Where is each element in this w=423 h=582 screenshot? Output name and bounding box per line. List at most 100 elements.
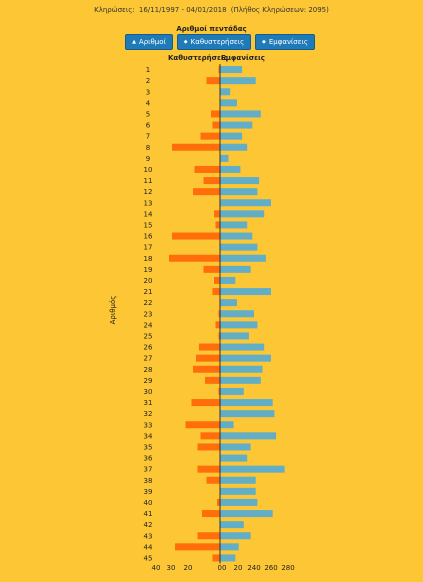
category-label: 44	[144, 543, 153, 551]
delay-bar	[191, 399, 220, 407]
category-label: 15	[144, 221, 153, 229]
appearance-bar	[220, 299, 237, 307]
category-label: 16	[144, 233, 153, 241]
appearance-bar	[220, 66, 243, 74]
category-label: 45	[144, 554, 153, 562]
appearance-bar	[220, 432, 277, 440]
delay-bar	[200, 132, 220, 140]
delay-bar	[200, 432, 220, 440]
sort-toggle-icon: ◆	[262, 39, 266, 45]
category-label: 37	[144, 466, 153, 474]
delay-bar	[218, 387, 220, 395]
delay-bar	[217, 498, 220, 506]
category-label: 34	[144, 432, 153, 440]
appearance-bar	[220, 521, 244, 529]
delay-bar	[212, 554, 220, 562]
delay-bar	[197, 443, 220, 451]
appearance-bar	[220, 321, 258, 329]
delay-bar	[205, 376, 220, 384]
category-label: 4	[146, 99, 151, 107]
appearance-bar	[220, 188, 258, 196]
category-label: 24	[144, 321, 153, 329]
appearance-bar	[220, 354, 271, 362]
category-label: 22	[144, 299, 153, 307]
x-tick-label: 00	[218, 564, 227, 572]
delay-bar	[206, 476, 220, 484]
delay-bar	[203, 265, 220, 273]
delay-bar	[175, 543, 220, 551]
appearance-bar	[220, 232, 253, 240]
appearance-bar	[220, 132, 243, 140]
category-label: 20	[144, 277, 153, 285]
delay-bar	[172, 143, 220, 151]
appearance-bar	[220, 210, 265, 218]
appearance-bar	[220, 288, 271, 296]
delay-bar	[206, 77, 220, 85]
appearance-bar	[220, 221, 248, 229]
appearance-bar	[220, 365, 263, 373]
x-tick-label: 260	[264, 564, 277, 572]
category-label: 31	[144, 399, 153, 407]
chart-subtitle: Αριθμοί πεντάδας	[176, 25, 247, 33]
draw-info: Κληρώσεις: 16/11/1997 - 04/01/2018 (Πλήθ…	[0, 6, 423, 14]
category-label: 27	[144, 355, 153, 363]
category-label: 18	[144, 255, 153, 263]
category-label: 42	[144, 521, 153, 529]
category-label: 3	[146, 88, 150, 96]
appearance-bar	[220, 265, 251, 273]
category-label: 11	[144, 177, 153, 185]
appearance-bar	[220, 554, 236, 562]
appearance-bar	[220, 399, 273, 407]
delay-bar	[214, 210, 220, 218]
sort-up-icon: ▲	[132, 39, 136, 45]
draw-count: (Πλήθος Κληρώσεων: 2095)	[230, 6, 329, 14]
appearance-bar	[220, 498, 258, 506]
category-label: 26	[144, 344, 153, 352]
appearances-column-header: Εμφανίσεις	[221, 54, 265, 62]
delay-bar	[211, 110, 220, 118]
appearance-bar	[220, 443, 251, 451]
category-label: 28	[144, 366, 153, 374]
y-axis-label: Αριθμός	[109, 296, 117, 325]
sort-by-number-label: Αριθμοί	[138, 38, 166, 46]
category-label: 7	[146, 133, 150, 141]
appearance-bar	[220, 99, 237, 107]
category-label: 10	[144, 166, 153, 174]
category-label: 41	[144, 510, 153, 518]
delay-bar	[193, 365, 220, 373]
category-label: 25	[144, 332, 153, 340]
delay-bar	[203, 177, 220, 185]
category-label: 19	[144, 266, 153, 274]
x-tick-label: 20	[184, 564, 193, 572]
delay-bar	[169, 254, 220, 262]
category-label: 36	[144, 455, 153, 463]
sort-by-delays-button[interactable]: ◆ Καθυστερήσεις	[177, 34, 251, 50]
appearance-bar	[220, 454, 248, 462]
appearance-bar	[220, 387, 244, 395]
category-label: 43	[144, 532, 153, 540]
category-label: 40	[144, 499, 153, 507]
sort-by-number-button[interactable]: ▲ Αριθμοί	[125, 34, 173, 50]
appearance-bar	[220, 465, 285, 473]
appearance-bar	[220, 532, 251, 540]
appearance-bar	[220, 332, 249, 340]
delay-bar	[199, 343, 220, 351]
delay-bar	[218, 310, 220, 318]
sort-button-bar: ▲ Αριθμοί ◆ Καθυστερήσεις ◆ Εμφανίσεις	[0, 34, 423, 51]
appearance-bar	[220, 110, 261, 118]
delay-bar	[215, 321, 220, 329]
delay-bar	[202, 510, 220, 518]
x-tick-label: 240	[247, 564, 260, 572]
appearance-bar	[220, 88, 231, 96]
delay-bar	[215, 221, 220, 229]
category-label: 21	[144, 288, 153, 296]
category-label: 5	[146, 110, 150, 118]
appearance-bar	[220, 143, 248, 151]
delay-bar	[218, 332, 220, 340]
appearance-bar	[220, 343, 265, 351]
category-label: 32	[144, 410, 153, 418]
sort-by-appearances-button[interactable]: ◆ Εμφανίσεις	[255, 34, 315, 50]
x-tick-label: 40	[152, 564, 161, 572]
category-label: 38	[144, 477, 153, 485]
